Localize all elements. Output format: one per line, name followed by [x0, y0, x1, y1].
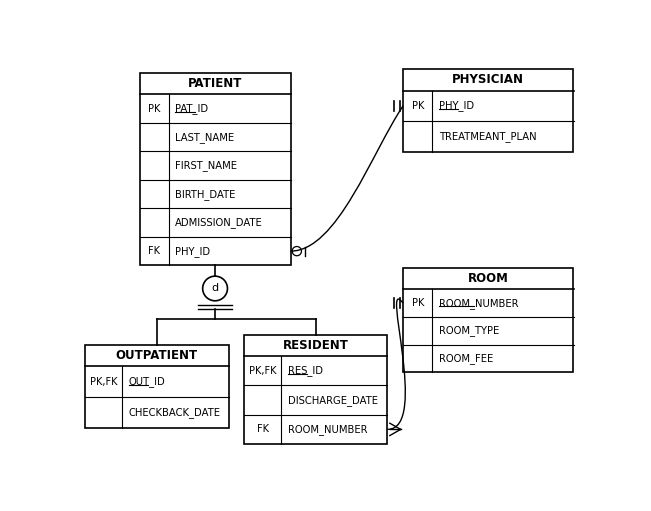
- Text: FK: FK: [256, 424, 269, 434]
- Text: OUTPATIENT: OUTPATIENT: [116, 349, 198, 362]
- Text: ROOM_TYPE: ROOM_TYPE: [439, 326, 499, 336]
- Text: ROOM_NUMBER: ROOM_NUMBER: [439, 297, 518, 309]
- Text: DISCHARGE_DATE: DISCHARGE_DATE: [288, 394, 378, 406]
- Text: TREATMEANT_PLAN: TREATMEANT_PLAN: [439, 131, 536, 142]
- Text: PHYSICIAN: PHYSICIAN: [452, 73, 524, 86]
- Text: FK: FK: [148, 246, 160, 256]
- Text: ROOM: ROOM: [468, 272, 508, 285]
- Bar: [403, 69, 574, 152]
- Text: PHY_ID: PHY_ID: [439, 101, 474, 111]
- Text: PK: PK: [148, 104, 160, 113]
- Text: ROOM_NUMBER: ROOM_NUMBER: [288, 424, 367, 435]
- Text: PK: PK: [411, 101, 424, 111]
- Text: PK,FK: PK,FK: [249, 366, 277, 376]
- Text: CHECKBACK_DATE: CHECKBACK_DATE: [129, 407, 221, 418]
- Text: FIRST_NAME: FIRST_NAME: [175, 160, 237, 171]
- Text: RES_ID: RES_ID: [288, 365, 322, 376]
- Text: ROOM_FEE: ROOM_FEE: [439, 353, 493, 364]
- Text: RESIDENT: RESIDENT: [283, 339, 349, 352]
- Text: PK,FK: PK,FK: [90, 377, 118, 387]
- Text: d: d: [212, 284, 219, 293]
- Text: LAST_NAME: LAST_NAME: [175, 132, 234, 143]
- Bar: [244, 335, 387, 444]
- Text: BIRTH_DATE: BIRTH_DATE: [175, 189, 236, 200]
- Text: PAT_ID: PAT_ID: [175, 103, 208, 114]
- Text: ADMISSION_DATE: ADMISSION_DATE: [175, 217, 263, 228]
- Text: PHY_ID: PHY_ID: [175, 246, 210, 257]
- Text: OUT_ID: OUT_ID: [129, 376, 165, 387]
- Text: PK: PK: [411, 298, 424, 308]
- Bar: [403, 268, 574, 373]
- Text: PATIENT: PATIENT: [188, 77, 242, 90]
- Bar: [139, 73, 290, 265]
- Bar: [85, 345, 229, 428]
